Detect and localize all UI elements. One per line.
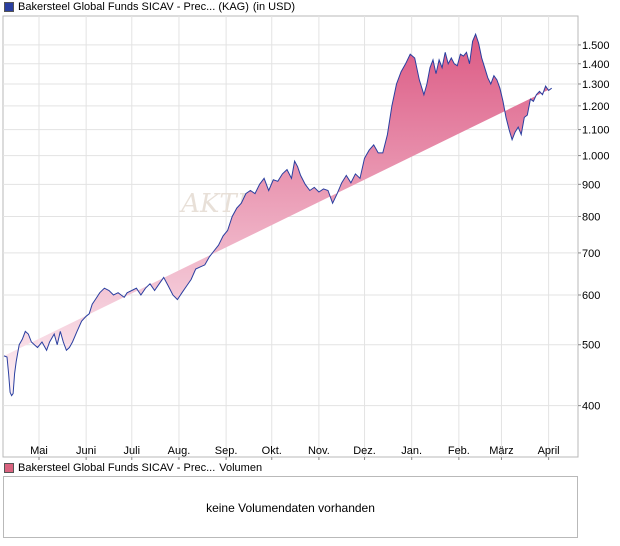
y-tick-label: 1.100 xyxy=(582,125,610,137)
y-axis-ticks: 400 500 600 700 800 900 1.000 1.100 1.200 1.300 1.… xyxy=(578,40,610,413)
x-tick-label: Sep. xyxy=(215,445,238,457)
price-legend: Bakersteel Global Funds SICAV - Prec... … xyxy=(4,1,295,13)
price-chart: AKTIEN 4005006007008009001.0001.1001.200… xyxy=(2,15,610,460)
x-tick-label: März xyxy=(489,445,513,457)
y-tick-label: 1.000 xyxy=(582,151,610,163)
y-tick-label: 400 xyxy=(582,401,600,413)
y-tick-label: 500 xyxy=(582,340,600,352)
y-tick-label: 900 xyxy=(582,179,600,191)
price-legend-unit: (in USD) xyxy=(252,1,296,13)
x-tick-label: Nov. xyxy=(308,445,330,457)
x-tick-label: Juli xyxy=(124,445,141,457)
x-axis-ticks: Mai Juni Juli Aug. Sep. Okt. Nov. Dez. Jan. Feb. M… xyxy=(30,445,560,460)
y-tick-label: 1.200 xyxy=(582,101,610,113)
price-area xyxy=(4,34,552,396)
price-line xyxy=(3,32,552,397)
x-tick-label: Dez. xyxy=(353,445,376,457)
y-tick-label: 1.400 xyxy=(582,59,610,71)
y-tick-label: 800 xyxy=(582,211,600,223)
x-tick-label: Okt. xyxy=(262,445,282,457)
price-legend-swatch xyxy=(4,2,14,12)
volume-legend-swatch xyxy=(4,463,14,473)
x-tick-label: Mai xyxy=(30,445,48,457)
x-tick-label: Jan. xyxy=(401,445,422,457)
volume-legend-label: Volumen xyxy=(219,462,263,474)
y-tick-label: 1.500 xyxy=(582,40,610,52)
x-tick-label: Feb. xyxy=(448,445,470,457)
y-tick-label: 600 xyxy=(582,290,600,302)
volume-panel: keine Volumendaten vorhanden xyxy=(3,476,578,538)
y-tick-label: 700 xyxy=(582,248,600,260)
x-tick-label: Juni xyxy=(76,445,96,457)
price-legend-series-name: Bakersteel Global Funds SICAV - Prec... … xyxy=(18,1,249,13)
volume-legend: Bakersteel Global Funds SICAV - Prec... … xyxy=(4,462,262,474)
x-tick-label: April xyxy=(538,445,560,457)
y-tick-label: 1.300 xyxy=(582,79,610,91)
grid xyxy=(3,16,578,457)
volume-empty-message: keine Volumendaten vorhanden xyxy=(206,501,375,515)
x-tick-label: Aug. xyxy=(168,445,191,457)
volume-legend-series-name: Bakersteel Global Funds SICAV - Prec... xyxy=(18,462,216,474)
